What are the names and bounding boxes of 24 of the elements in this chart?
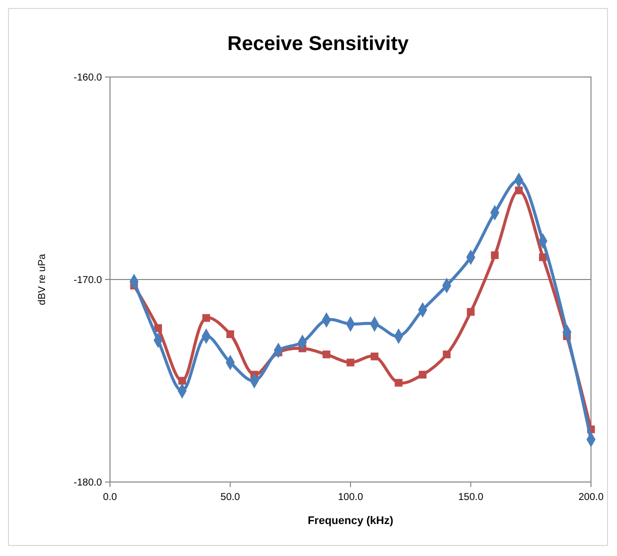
point bbox=[418, 370, 427, 379]
point bbox=[370, 352, 378, 360]
x-tick-label: 150.0 bbox=[458, 492, 484, 503]
x-tick-label: 200.0 bbox=[578, 492, 604, 503]
point bbox=[442, 350, 451, 358]
point bbox=[394, 378, 402, 387]
y-tick-label: -170.0 bbox=[74, 275, 102, 286]
point bbox=[226, 330, 234, 338]
point bbox=[466, 308, 475, 316]
point bbox=[202, 314, 210, 322]
x-tick-label: 0.0 bbox=[103, 492, 118, 503]
point bbox=[514, 186, 523, 194]
point bbox=[322, 350, 330, 358]
chart-title: Receive Sensitivity bbox=[227, 33, 410, 55]
point bbox=[490, 251, 499, 260]
y-tick-label: -180.0 bbox=[74, 478, 102, 488]
point bbox=[178, 376, 186, 385]
y-tick-label: -160.0 bbox=[74, 72, 102, 84]
y-axis-title: dBV re uPa bbox=[37, 253, 48, 306]
point bbox=[346, 358, 354, 366]
point bbox=[154, 324, 162, 332]
x-tick-label: 100.0 bbox=[338, 492, 364, 503]
x-tick-label: 50.0 bbox=[220, 492, 240, 503]
x-axis-title: Frequency (kHz) bbox=[308, 515, 394, 527]
